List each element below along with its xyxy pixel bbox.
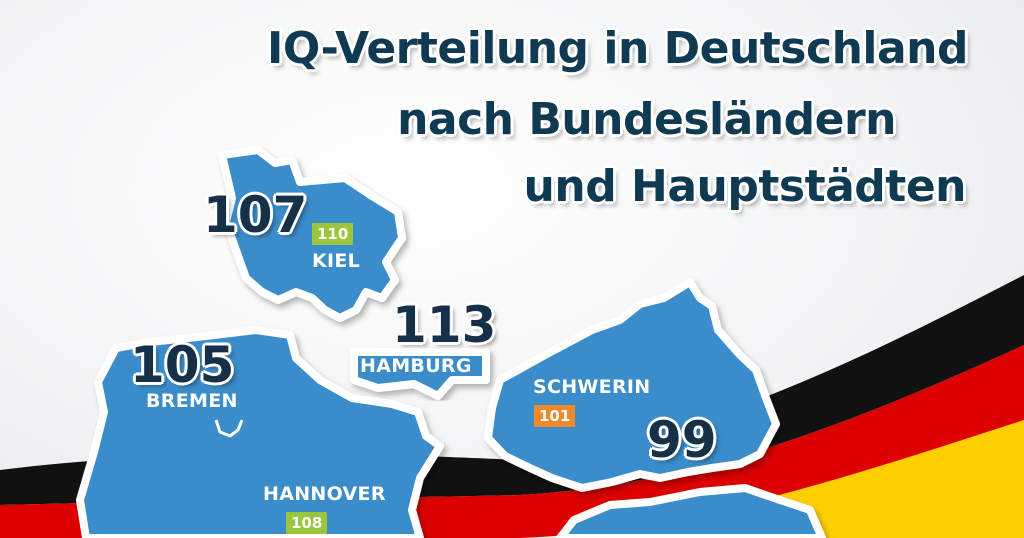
schwerin-iq-badge: 101	[534, 405, 576, 427]
title-line-1: IQ-Verteilung in Deutschland	[267, 23, 968, 74]
state-niedersachsen	[76, 326, 444, 538]
state-mecklenburg-vorpommern	[484, 278, 780, 492]
state-hamburg	[350, 348, 490, 400]
kiel-iq-badge: 110	[312, 223, 354, 245]
hannover-iq-badge: 108	[286, 512, 328, 534]
hamburg-label: HAMBURG	[360, 355, 472, 377]
schleswig-holstein-state-iq: 107	[203, 186, 308, 244]
flag-stripe-red	[0, 345, 1024, 538]
kiel-label: KIEL	[312, 250, 361, 272]
title-line-3: und Hauptstädten	[523, 161, 967, 212]
hannover-label: HANNOVER	[263, 483, 386, 505]
hamburg-state-iq: 113	[392, 296, 497, 354]
mecklenburg-vorpommern-state-iq: 99	[647, 411, 717, 469]
bremen-state-iq: 105	[130, 336, 235, 394]
bremen-city-outline	[214, 419, 244, 438]
bremen-label: BREMEN	[146, 390, 238, 412]
title-line-2: nach Bundesländern	[397, 94, 896, 145]
state-brandenburg-partial	[556, 484, 826, 538]
flag-stripe-gold	[560, 420, 1024, 538]
schwerin-label: SCHWERIN	[533, 376, 651, 398]
